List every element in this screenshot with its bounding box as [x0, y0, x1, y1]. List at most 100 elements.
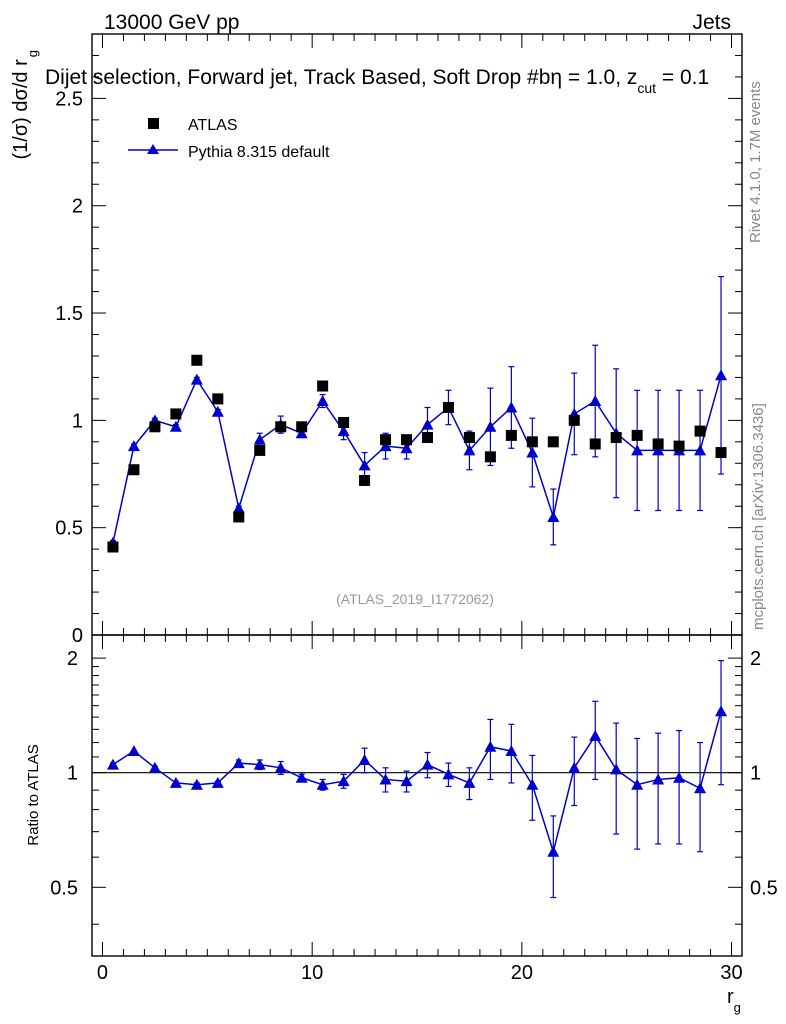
atlas-point [568, 414, 580, 426]
atlas-point [380, 434, 392, 446]
ratio-point [610, 763, 623, 775]
ratio-y-tick-label-right: 0.5 [750, 877, 778, 899]
ratio-axes: 0 10 20 30 0.5 0.5 1 1 2 2 [50, 635, 778, 984]
legend: ATLAS Pythia 8.315 default [128, 117, 330, 161]
ratio-y-tick-label-right: 1 [750, 763, 761, 785]
pythia-point [547, 510, 560, 522]
x-tick-label: 0 [97, 962, 108, 984]
atlas-point [673, 440, 685, 452]
ratio-point [379, 773, 392, 785]
rivet-label: Rivet 4.1.0, 1.7M events [747, 81, 764, 243]
atlas-point [338, 417, 350, 429]
pythia-point [505, 401, 518, 413]
pythia-point [589, 395, 602, 407]
ratio-series-line [112, 711, 722, 855]
pythia-point [211, 405, 224, 417]
x-tick-label: 20 [511, 962, 533, 984]
atlas-point [652, 438, 664, 450]
atlas-point [401, 434, 413, 446]
ratio-point [484, 740, 497, 752]
ratio-point [526, 778, 539, 790]
energy-label: 13000 GeV pp [104, 11, 239, 34]
ratio-point [715, 705, 728, 717]
ratio-point [127, 745, 140, 757]
atlas-point [484, 451, 496, 463]
atlas-point [170, 408, 182, 420]
main-y-tick-label: 1.5 [55, 303, 83, 325]
pythia-point [295, 427, 308, 439]
ratio-point [253, 758, 266, 770]
ratio-plot-frame [91, 634, 743, 957]
ratio-y-tick-label: 0.5 [50, 877, 78, 899]
main-y-tick-label: 1 [72, 410, 83, 432]
pythia-point [232, 502, 245, 514]
atlas-point [694, 425, 706, 437]
plot-title-cut: cut [637, 80, 656, 96]
pythia-point [127, 440, 140, 452]
main-y-tick-label: 0.5 [55, 518, 83, 540]
atlas-point [254, 444, 266, 456]
ratio-y-tick-label: 1 [67, 763, 78, 785]
atlas-point [149, 421, 161, 433]
atlas-point [589, 438, 601, 450]
plot-title-beta: η = 1.0, z [550, 66, 637, 89]
atlas-point [610, 432, 622, 444]
ratio-point [463, 776, 476, 788]
pythia-point [253, 433, 266, 445]
atlas-point [296, 421, 308, 433]
ratio-y-tick-label-right: 2 [750, 648, 761, 670]
ratio-series-layer [106, 660, 728, 899]
main-y-axis-title: (1/σ) dσ/d r g [10, 50, 40, 160]
pythia-point [316, 395, 329, 407]
main-axes: 0 0.5 1 1.5 2 2.5 [55, 33, 742, 647]
ratio-point [337, 775, 350, 787]
ratio-point [505, 745, 518, 757]
pythia-point [526, 446, 539, 458]
ratio-point [694, 782, 707, 794]
ratio-point [547, 845, 560, 857]
atlas-point [191, 354, 203, 366]
atlas-point [128, 464, 140, 476]
atlas-point [107, 541, 119, 553]
atlas-point [715, 447, 727, 459]
ratio-point [211, 776, 224, 788]
main-y-axis-title-text: (1/σ) dσ/d r [10, 59, 32, 160]
ratio-point [400, 775, 413, 787]
atlas-point [463, 432, 475, 444]
atlas-point [317, 380, 329, 392]
atlas-point [505, 429, 517, 441]
ratio-point [421, 758, 434, 770]
pythia-point [337, 425, 350, 437]
atlas-point [631, 429, 643, 441]
ratio-point [169, 776, 182, 788]
ratio-point [442, 768, 455, 780]
pythia-point [379, 440, 392, 452]
ratio-point [232, 757, 245, 769]
main-y-tick-label: 2 [72, 196, 83, 218]
ratio-point [631, 778, 644, 790]
atlas-point [275, 421, 287, 433]
atlas-point [547, 436, 559, 448]
atlas-point [526, 436, 538, 448]
pythia-point [484, 420, 497, 432]
ratio-point [190, 778, 203, 790]
mcplots-label: mcplots.cern.ch [arXiv:1306.3436] [750, 403, 767, 630]
pythia-point [421, 418, 434, 430]
legend-pythia-label: Pythia 8.315 default [188, 144, 330, 161]
pythia-point [463, 444, 476, 456]
ratio-point [274, 761, 287, 773]
atlas-point [212, 393, 224, 405]
plot-title: Dijet selection, Forward jet, Track Base… [45, 66, 709, 96]
main-y-tick-label: 2.5 [55, 88, 83, 110]
legend-pythia-marker [147, 144, 159, 154]
ratio-point [295, 771, 308, 783]
ratio-y-axis-title: Ratio to ATLAS [25, 744, 42, 845]
ratio-point [106, 758, 119, 770]
main-series-layer [106, 275, 728, 553]
atlas-point [233, 511, 245, 523]
pythia-series-line [112, 375, 722, 543]
pythia-point [715, 369, 728, 381]
pythia-point [652, 444, 665, 456]
ratio-point [358, 753, 371, 765]
